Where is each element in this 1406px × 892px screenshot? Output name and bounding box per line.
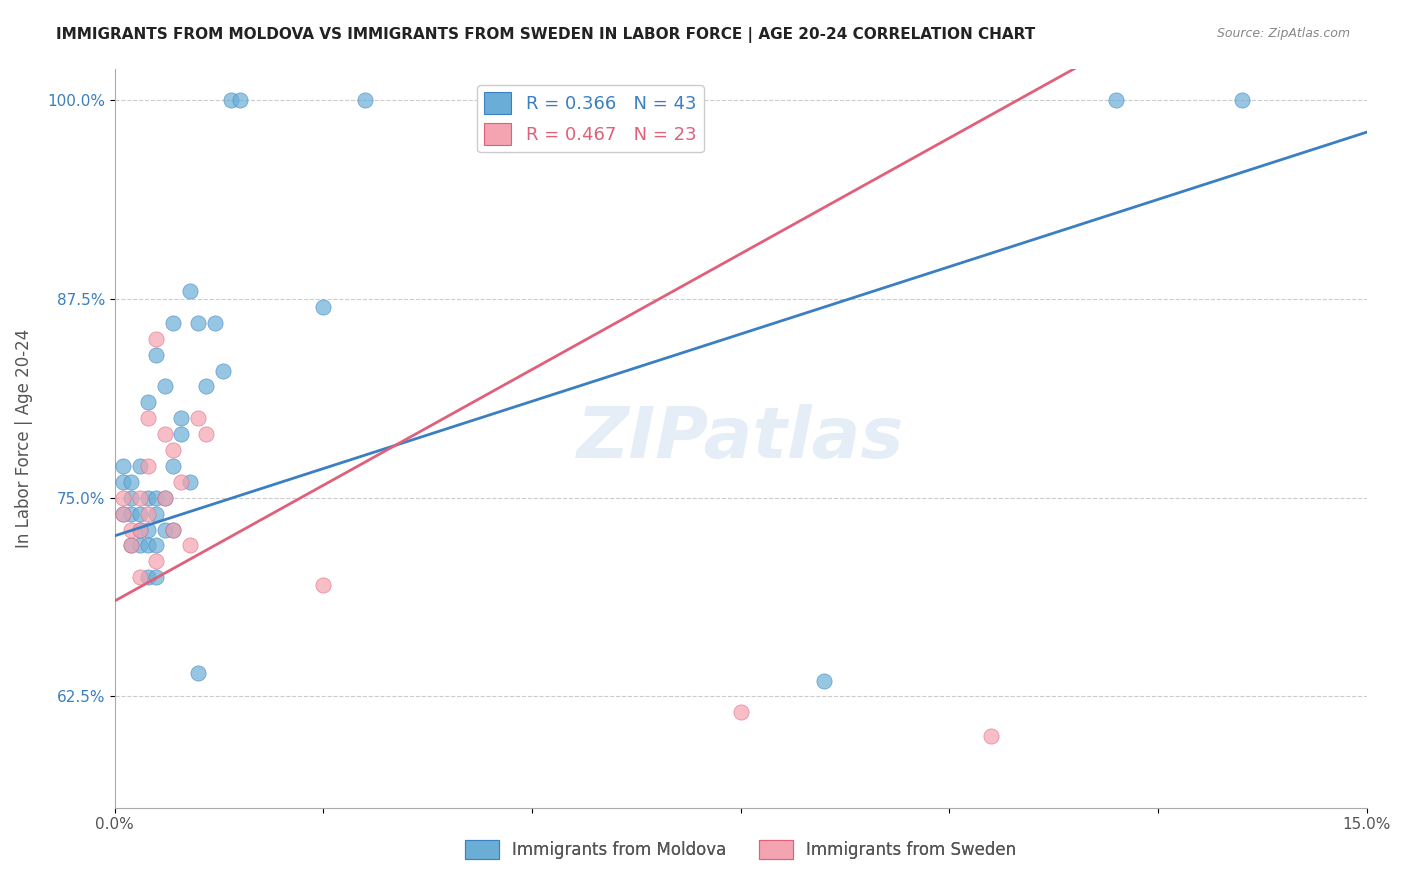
Point	[145, 554, 167, 568]
Point	[136, 570, 159, 584]
Point	[111, 507, 134, 521]
Point	[120, 523, 142, 537]
Point	[195, 427, 218, 442]
Point	[187, 665, 209, 680]
Point	[179, 284, 201, 298]
Point	[162, 316, 184, 330]
Point	[136, 523, 159, 537]
Point	[162, 443, 184, 458]
Text: ZIPatlas: ZIPatlas	[576, 403, 904, 473]
Point	[111, 491, 134, 505]
Point	[120, 538, 142, 552]
Point	[162, 458, 184, 473]
Point	[111, 475, 134, 489]
Point	[145, 348, 167, 362]
Text: IMMIGRANTS FROM MOLDOVA VS IMMIGRANTS FROM SWEDEN IN LABOR FORCE | AGE 20-24 COR: IMMIGRANTS FROM MOLDOVA VS IMMIGRANTS FR…	[56, 27, 1035, 43]
Point	[136, 491, 159, 505]
Point	[179, 475, 201, 489]
Point	[136, 538, 159, 552]
Point	[128, 570, 150, 584]
Point	[120, 538, 142, 552]
Point	[136, 395, 159, 409]
Point	[145, 570, 167, 584]
Point	[145, 332, 167, 346]
Point	[312, 578, 335, 592]
Point	[212, 363, 235, 377]
Point	[128, 458, 150, 473]
Point	[136, 458, 159, 473]
Point	[111, 458, 134, 473]
Point	[136, 411, 159, 425]
Point	[120, 475, 142, 489]
Point	[120, 507, 142, 521]
Point	[229, 93, 252, 107]
Point	[153, 491, 176, 505]
Point	[162, 523, 184, 537]
Point	[145, 538, 167, 552]
Point	[187, 411, 209, 425]
Point	[153, 523, 176, 537]
Point	[153, 379, 176, 393]
Point	[136, 507, 159, 521]
Point	[111, 507, 134, 521]
Point	[128, 523, 150, 537]
Point	[179, 538, 201, 552]
Point	[128, 538, 150, 552]
Text: Source: ZipAtlas.com: Source: ZipAtlas.com	[1216, 27, 1350, 40]
Legend: Immigrants from Moldova, Immigrants from Sweden: Immigrants from Moldova, Immigrants from…	[458, 833, 1024, 866]
Point	[153, 491, 176, 505]
Point	[204, 316, 226, 330]
Point	[153, 427, 176, 442]
Point	[1105, 93, 1128, 107]
Point	[128, 491, 150, 505]
Point	[980, 729, 1002, 743]
Point	[120, 491, 142, 505]
Point	[170, 427, 193, 442]
Point	[354, 93, 377, 107]
Point	[170, 475, 193, 489]
Point	[128, 507, 150, 521]
Point	[221, 93, 243, 107]
Point	[128, 523, 150, 537]
Point	[312, 300, 335, 314]
Point	[1230, 93, 1253, 107]
Point	[162, 523, 184, 537]
Point	[187, 316, 209, 330]
Point	[195, 379, 218, 393]
Y-axis label: In Labor Force | Age 20-24: In Labor Force | Age 20-24	[15, 328, 32, 548]
Point	[813, 673, 835, 688]
Point	[145, 507, 167, 521]
Point	[170, 411, 193, 425]
Point	[145, 491, 167, 505]
Point	[730, 706, 752, 720]
